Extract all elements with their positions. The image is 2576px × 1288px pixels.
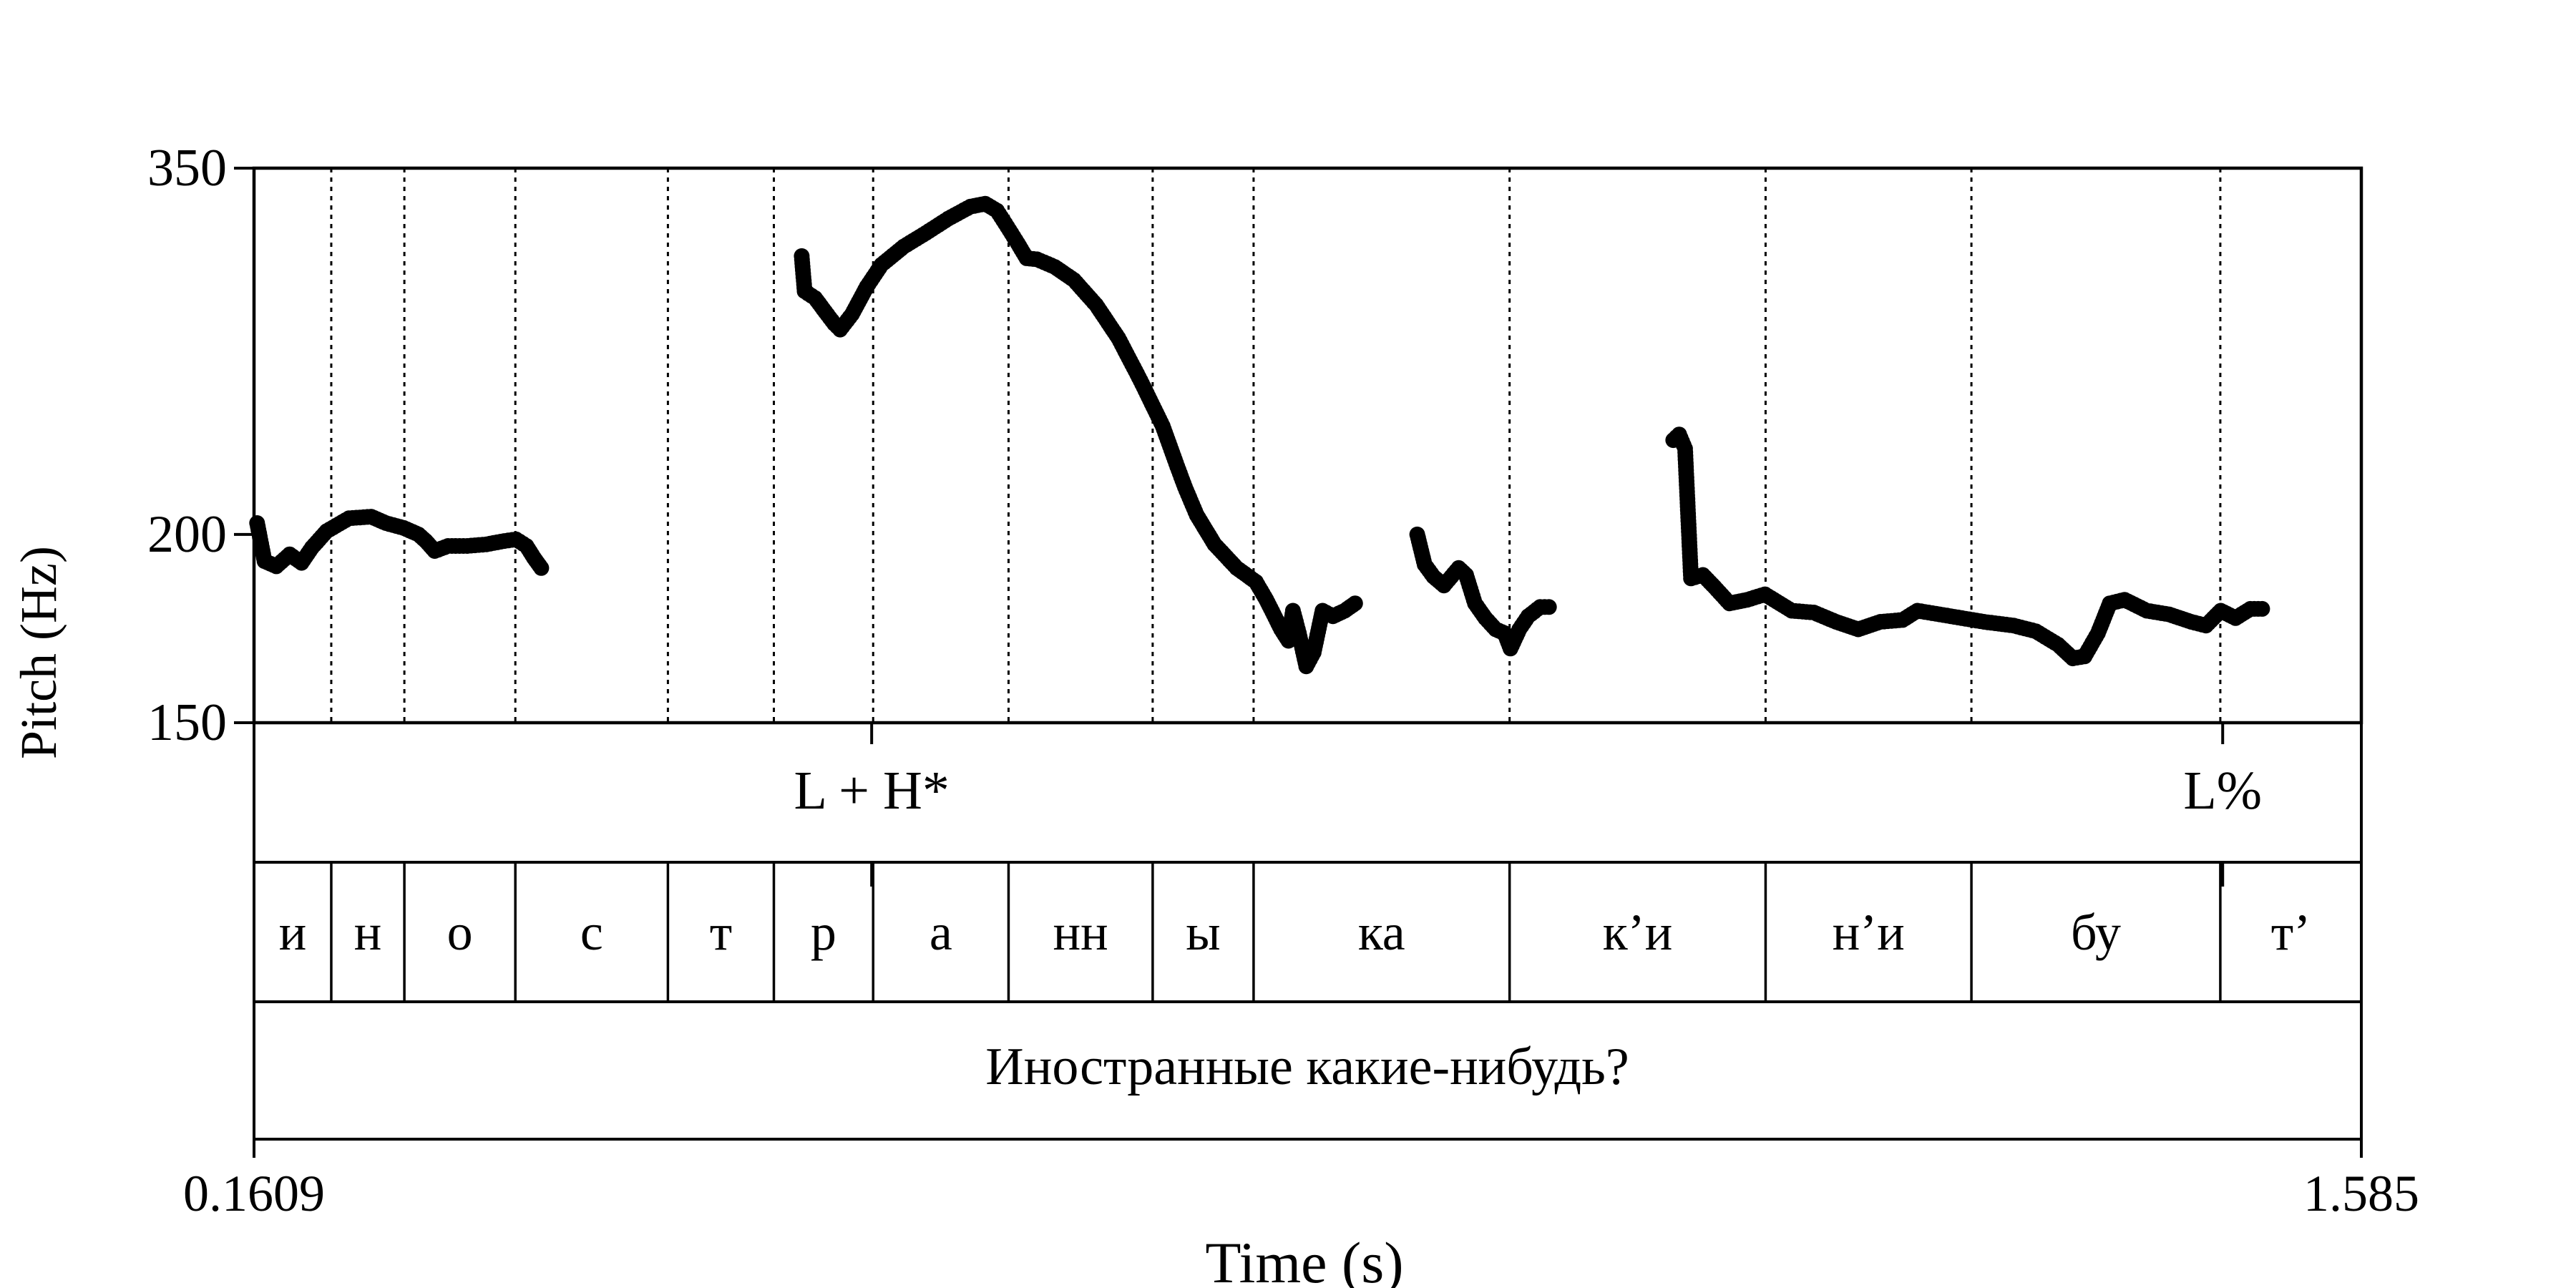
y-tick-label-200: 200 — [147, 505, 227, 564]
segment-label-1: н — [354, 904, 382, 961]
tier-frames — [253, 721, 2363, 1141]
segment-label-4: т — [710, 904, 732, 961]
segment-label-7: нн — [1053, 904, 1108, 961]
axis-ticks — [234, 167, 2363, 1158]
sentence-label: Иностранные какие-нибудь? — [985, 1038, 1629, 1096]
segment-label-5: р — [811, 904, 836, 961]
y-tick-label-150: 150 — [147, 693, 227, 752]
pitch-point-386 — [1347, 595, 1363, 612]
pitch-point-103 — [533, 560, 550, 576]
tone-label-0: L + H* — [794, 761, 949, 821]
pitch-point-454 — [1541, 599, 1557, 615]
pitch-point-679 — [2254, 600, 2270, 617]
chart-labels: L + H* L% и н о с т р а нн ы ка к’и н’и бу т’ 150 200 350 — [147, 139, 2311, 961]
segment-tier-frame — [253, 861, 2363, 1003]
segment-label-12: бу — [2071, 904, 2121, 961]
segment-label-0: и — [279, 904, 307, 961]
segment-label-3: с — [580, 904, 603, 961]
segment-boundaries — [330, 168, 2225, 1002]
segment-label-11: н’и — [1833, 904, 1905, 961]
segment-label-10: к’и — [1603, 904, 1673, 961]
segment-label-6: а — [930, 904, 952, 961]
tone-label-1: L% — [2183, 761, 2262, 821]
tone-tier-frame — [253, 721, 2363, 864]
pitch-points — [249, 195, 2270, 675]
x-tick-label-start: 0.1609 — [183, 1165, 325, 1222]
x-tick-label-end: 1.585 — [2303, 1165, 2419, 1222]
x-axis-label: Time (s) — [1205, 1230, 1403, 1288]
y-tick-label-350: 350 — [147, 139, 227, 197]
segment-label-2: о — [447, 904, 473, 961]
segment-label-13: т’ — [2271, 904, 2311, 961]
segment-label-9: ка — [1358, 904, 1405, 961]
y-axis-label: Pitch (Hz) — [10, 546, 67, 759]
sentence-tier-frame — [253, 1000, 2363, 1141]
segment-label-8: ы — [1186, 904, 1220, 961]
